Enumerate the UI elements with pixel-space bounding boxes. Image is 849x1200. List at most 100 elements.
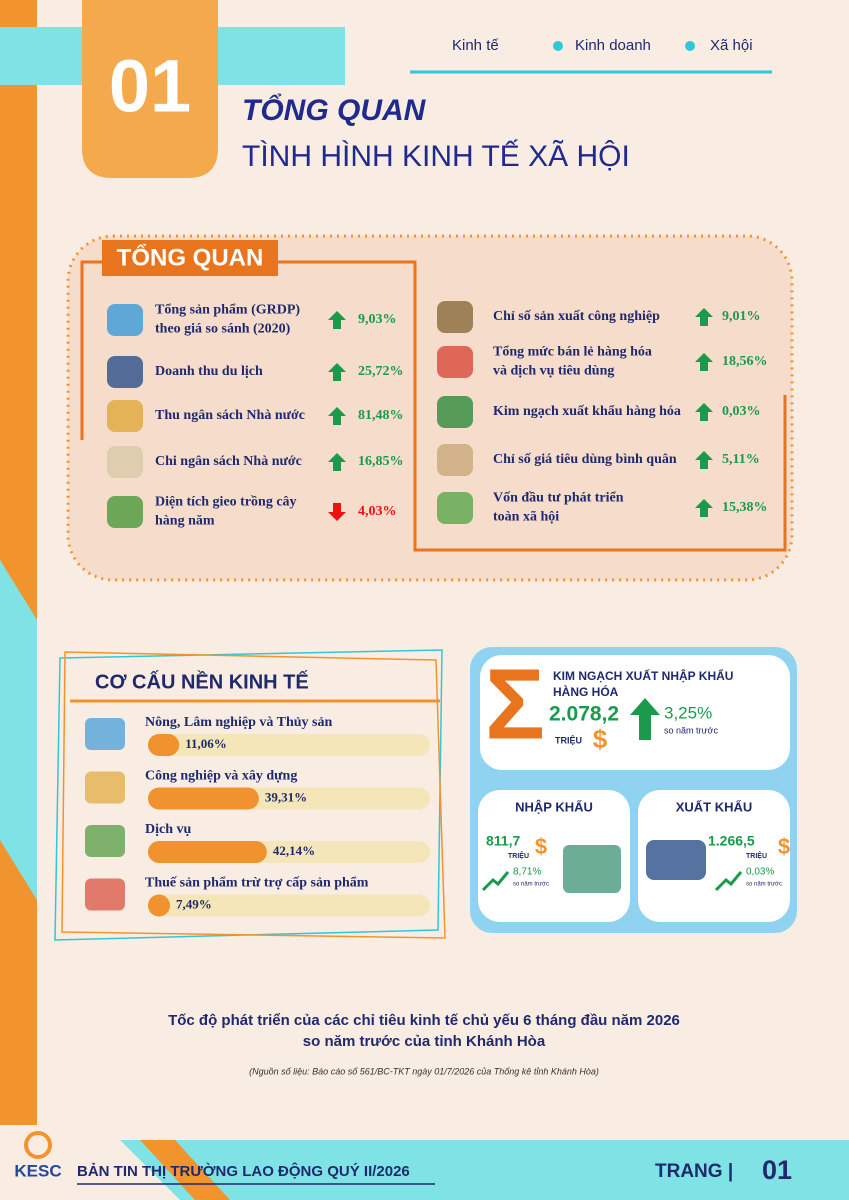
trade-illustration [563, 845, 621, 893]
overview-title: TỔNG QUAN [117, 243, 264, 271]
item-value: 9,01% [722, 309, 761, 324]
footer-title: BẢN TIN THỊ TRƯỜNG LAO ĐỘNG QUÝ II/2026 [77, 1162, 410, 1180]
up-arrow [695, 353, 713, 371]
trade-subnote: so năm trước [513, 882, 549, 888]
trend-arrow [481, 871, 510, 892]
item-label: Chi ngân sách Nhà nước [155, 454, 302, 469]
bar [148, 841, 267, 863]
item-value: 25,72% [358, 364, 404, 379]
bar-track [148, 734, 430, 756]
trade-subnote: so năm trước [746, 882, 782, 888]
item-label: và dịch vụ tiêu dùng [493, 364, 614, 379]
page-number: 01 [762, 1155, 792, 1185]
section-number: 01 [109, 45, 191, 128]
up-arrow [695, 308, 713, 326]
structure-value: 7,49% [176, 896, 212, 911]
caption: so năm trước của tỉnh Khánh Hòa [303, 1033, 546, 1050]
structure-label: Nông, Lâm nghiệp và Thủy sản [145, 715, 332, 730]
structure-label: Dịch vụ [145, 822, 192, 837]
trade-title: HÀNG HÓA [553, 684, 619, 699]
trade-subvalue: 811,7 [486, 833, 520, 849]
item-icon [437, 396, 473, 428]
nav-item: Kinh tế [452, 37, 499, 54]
trade-subcard [638, 790, 790, 922]
structure-frame [61, 651, 446, 939]
item-icon [437, 301, 473, 333]
item-label: Diện tích gieo trồng cây [155, 495, 297, 510]
structure-title: CƠ CẤU NỀN KINH TẾ [95, 670, 309, 693]
nav-dot [685, 41, 695, 51]
nav-item: Xã hội [710, 37, 753, 54]
caption: Tốc độ phát triển của các chỉ tiêu kinh … [168, 1012, 680, 1029]
item-icon [437, 444, 473, 476]
source: (Nguồn số liệu: Báo cáo số 561/BC-TKT ng… [249, 1066, 599, 1076]
item-label: Tổng mức bán lẻ hàng hóa [493, 345, 652, 360]
structure-value: 39,31% [265, 789, 307, 804]
item-label: Doanh thu du lịch [155, 364, 263, 379]
item-label: Kim ngạch xuất khẩu hàng hóa [493, 404, 681, 419]
trade-title: KIM NGẠCH XUẤT NHẬP KHẨU [553, 668, 733, 683]
item-value: 18,56% [722, 354, 768, 369]
item-icon [107, 400, 143, 432]
item-icon [85, 825, 125, 857]
item-label: Vốn đầu tư phát triển [493, 491, 624, 506]
page-label: TRANG | [655, 1161, 733, 1182]
trade-illustration [646, 840, 706, 880]
item-icon [85, 718, 125, 750]
up-arrow [695, 403, 713, 421]
item-label: hàng năm [155, 514, 215, 529]
side-decor [0, 560, 37, 900]
up-arrow [630, 698, 660, 740]
structure-value: 11,06% [185, 736, 227, 751]
dollar-icon: $ [593, 724, 608, 754]
overview-tag [102, 240, 278, 276]
item-value: 5,11% [722, 452, 760, 467]
trade-subunit: TRIỆU [508, 851, 529, 860]
item-icon [107, 446, 143, 478]
bar [148, 734, 180, 756]
item-value: 4,03% [358, 504, 397, 519]
nav-dot [553, 41, 563, 51]
trade-subtitle: NHẬP KHẨU [515, 799, 593, 814]
item-label: toàn xã hội [493, 510, 559, 525]
bar [148, 787, 259, 810]
item-value: 9,03% [358, 312, 397, 327]
up-arrow [328, 363, 346, 381]
item-value: 16,85% [358, 454, 404, 469]
item-icon [107, 304, 143, 336]
trade-change: 3,25% [664, 703, 712, 722]
footer-band [120, 1140, 849, 1200]
trade-subchange: 0,03% [746, 867, 774, 878]
item-value: 81,48% [358, 408, 404, 423]
nav-item: Kinh doanh [575, 37, 651, 54]
overview-frame [80, 260, 787, 552]
page-subtitle: TÌNH HÌNH KINH TẾ XÃ HỘI [242, 139, 630, 173]
down-arrow [328, 503, 346, 521]
item-label: Tổng sản phẩm (GRDP) [155, 303, 300, 318]
item-icon [85, 771, 125, 804]
bar [148, 894, 170, 917]
item-label: Thu ngân sách Nhà nước [155, 408, 305, 423]
item-icon [107, 356, 143, 388]
dollar-icon: $ [778, 834, 790, 859]
up-arrow [328, 311, 346, 329]
item-label: Chỉ số giá tiêu dùng bình quân [493, 452, 677, 467]
up-arrow [695, 499, 713, 517]
trend-arrow [714, 871, 743, 892]
trade-note: so năm trước [664, 725, 718, 735]
trade-subtitle: XUẤT KHẨU [676, 799, 753, 814]
bar-track [148, 894, 430, 917]
logo-text: KESC [14, 1161, 61, 1180]
footer-decor [140, 1140, 230, 1200]
item-icon [437, 492, 473, 524]
sigma-icon: Σ [485, 648, 545, 760]
trade-subchange: 8,71% [513, 867, 541, 878]
trade-unit: TRIỆU [555, 734, 582, 745]
logo-mark [24, 1131, 52, 1159]
trade-subunit: TRIỆU [746, 851, 767, 860]
up-arrow [695, 451, 713, 469]
dollar-icon: $ [535, 834, 547, 859]
structure-label: Thuế sản phẩm trừ trợ cấp sản phẩm [145, 876, 369, 891]
item-icon [437, 346, 473, 378]
